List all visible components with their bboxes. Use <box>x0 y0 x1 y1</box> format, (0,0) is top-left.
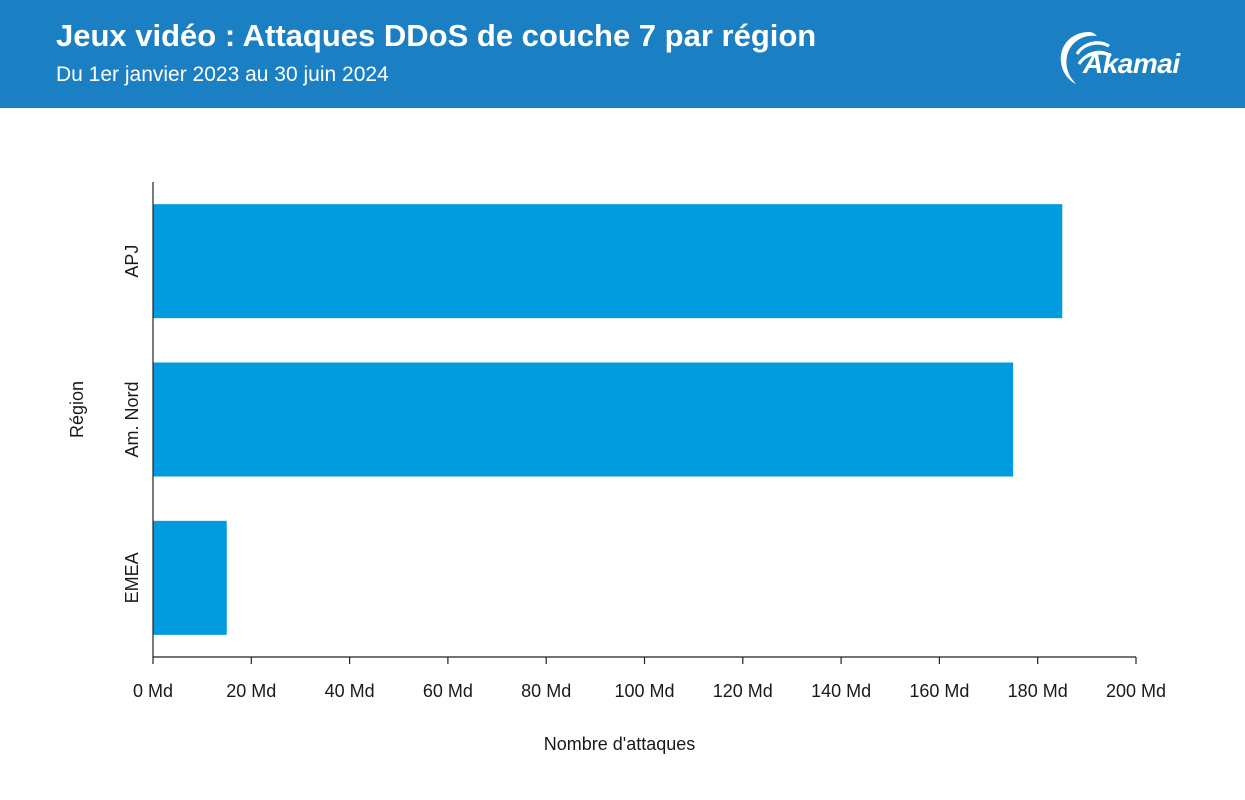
bar-chart: 0 Md 20 Md 40 Md 60 Md 80 Md 100 Md 120 Md 140 … <box>67 182 1166 754</box>
x-tick-label: 160 Md <box>909 681 969 701</box>
x-tick-label: 100 Md <box>614 681 674 701</box>
bar-am-nord <box>153 362 1014 477</box>
x-tick-label: 80 Md <box>521 681 571 701</box>
x-tick-label: 20 Md <box>226 681 276 701</box>
chart-subtitle: Du 1er janvier 2023 au 30 juin 2024 <box>56 63 389 86</box>
y-labels-group: APJ Am. Nord EMEA <box>122 245 142 604</box>
y-category-label: Am. Nord <box>122 381 142 457</box>
x-tick-label: 180 Md <box>1008 681 1068 701</box>
y-axis-title: Région <box>67 381 87 438</box>
logo-text: Akamai <box>1083 48 1180 79</box>
bar-apj <box>153 204 1063 319</box>
bar-emea <box>153 520 227 635</box>
x-tick-label: 200 Md <box>1106 681 1166 701</box>
chart-header: Jeux vidéo : Attaques DDoS de couche 7 p… <box>0 0 1245 108</box>
x-axis-title: Nombre d'attaques <box>544 734 696 754</box>
y-category-label: EMEA <box>122 552 142 603</box>
x-tick-label: 140 Md <box>811 681 871 701</box>
akamai-logo: Akamai <box>1055 24 1205 88</box>
chart-title: Jeux vidéo : Attaques DDoS de couche 7 p… <box>56 18 817 53</box>
bars-group <box>153 204 1063 635</box>
akamai-wave-icon <box>1060 32 1112 84</box>
y-category-label: APJ <box>122 245 142 278</box>
x-ticks-group: 0 Md 20 Md 40 Md 60 Md 80 Md 100 Md 120 Md 140 … <box>133 657 1166 701</box>
x-tick-label: 0 Md <box>133 681 173 701</box>
x-tick-label: 60 Md <box>423 681 473 701</box>
x-tick-label: 40 Md <box>325 681 375 701</box>
x-tick-label: 120 Md <box>713 681 773 701</box>
